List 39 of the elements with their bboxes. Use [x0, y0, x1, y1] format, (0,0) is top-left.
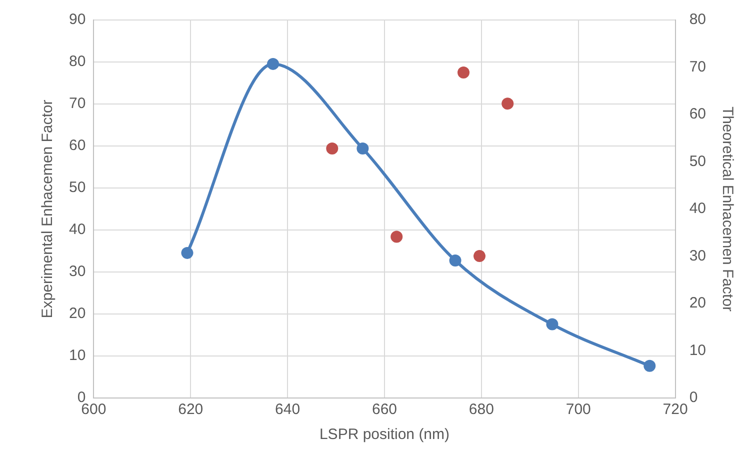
- x-tick-label: 700: [566, 401, 591, 418]
- y2-tick-label: 10: [689, 342, 706, 359]
- y2-tick-label: 70: [689, 58, 706, 76]
- y2-axis-title: Theoretical Enhacemen Factor: [718, 106, 736, 312]
- y-tick-label: 70: [68, 95, 86, 112]
- point: [644, 360, 656, 372]
- y-tick-label: 80: [68, 53, 86, 70]
- y-tick-label: 90: [68, 11, 86, 28]
- point: [458, 66, 470, 78]
- point: [356, 142, 369, 155]
- y2-tick-label: 80: [689, 11, 706, 28]
- y2-tick-label: 0: [689, 389, 698, 406]
- y-tick-label: 50: [68, 179, 86, 196]
- point: [449, 254, 462, 267]
- point: [181, 246, 194, 259]
- point: [326, 142, 338, 155]
- y2-tick-label: 30: [689, 247, 706, 264]
- y-tick-label: 30: [68, 263, 86, 280]
- x-axis-title: LSPR position (nm): [319, 426, 450, 444]
- point: [390, 230, 403, 243]
- point: [502, 98, 514, 110]
- y-tick-label: 20: [68, 305, 86, 322]
- x-tick-label: 640: [275, 401, 300, 418]
- point: [474, 250, 486, 262]
- y-axis-title: Experimental Enhacemen Factor: [39, 100, 56, 318]
- x-tick-label: 600: [81, 401, 106, 418]
- y-tick-label: 10: [68, 347, 86, 364]
- y-tick-label: 60: [68, 137, 86, 154]
- y2-tick-label: 60: [689, 106, 706, 123]
- y2-tick-label: 40: [689, 200, 706, 218]
- y2-tick-label: 20: [689, 294, 706, 312]
- point: [267, 58, 280, 70]
- y2-tick-label: 50: [689, 152, 706, 170]
- x-tick-label: 680: [468, 401, 494, 418]
- point: [546, 318, 558, 330]
- x-tick-label: 660: [372, 401, 398, 418]
- y-tick-label: 40: [68, 221, 86, 238]
- x-tick-label: 720: [662, 401, 688, 418]
- x-tick-label: 620: [178, 401, 204, 418]
